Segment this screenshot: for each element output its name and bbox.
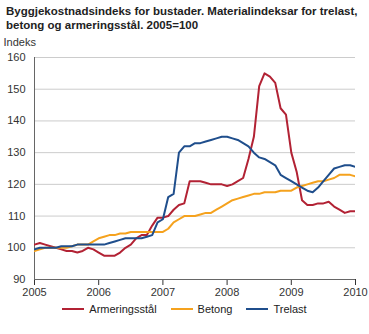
html-text:Betong: Betong: [197, 302, 233, 315]
svg-text:Indeks: Indeks: [4, 36, 37, 48]
svg-text:2005: 2005: [22, 286, 46, 298]
svg-text:110: 110: [8, 209, 26, 221]
svg-text:2010: 2010: [343, 286, 367, 298]
html-text:Armeringsstål: Armeringsstål: [89, 302, 157, 315]
html-text:Trelast: Trelast: [273, 302, 307, 315]
svg-text:160: 160: [7, 51, 25, 63]
svg-text:2008: 2008: [215, 286, 239, 298]
html-text:Byggjekostnadsindeks for busta: Byggjekostnadsindeks for bustader. Mater…: [6, 5, 358, 32]
svg-text:100: 100: [7, 241, 25, 253]
svg-text:2009: 2009: [279, 286, 303, 298]
svg-text:140: 140: [7, 114, 25, 126]
svg-text:2007: 2007: [151, 286, 175, 298]
svg-text:2006: 2006: [86, 286, 110, 298]
svg-text:130: 130: [7, 146, 25, 158]
svg-text:150: 150: [7, 82, 25, 94]
svg-text:90: 90: [13, 273, 25, 285]
svg-text:120: 120: [7, 178, 25, 190]
